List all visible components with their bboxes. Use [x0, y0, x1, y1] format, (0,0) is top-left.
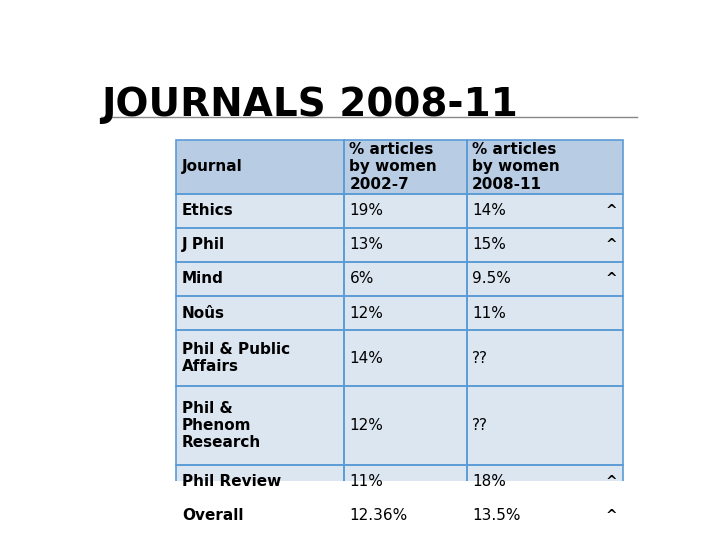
Text: 11%: 11% [349, 474, 383, 489]
Bar [344, 262, 467, 296]
Bar [467, 228, 623, 262]
Bar [176, 262, 344, 296]
Text: Overall: Overall [182, 508, 243, 523]
Bar [467, 296, 623, 330]
Bar [467, 499, 623, 533]
Text: Journal: Journal [182, 159, 243, 174]
Text: 14%: 14% [349, 350, 383, 366]
Bar [344, 499, 467, 533]
Text: 11%: 11% [472, 306, 506, 321]
Text: JOURNALS 2008-11: JOURNALS 2008-11 [101, 85, 518, 124]
Text: % articles
by women
2002-7: % articles by women 2002-7 [349, 142, 437, 192]
Bar [176, 386, 623, 465]
Text: 15%: 15% [472, 238, 506, 252]
Text: 6%: 6% [349, 272, 374, 286]
Bar [176, 296, 623, 330]
Text: Phil & Public
Affairs: Phil & Public Affairs [182, 342, 290, 374]
Text: 18%: 18% [472, 474, 506, 489]
Bar [344, 296, 467, 330]
Bar [176, 262, 623, 296]
Text: 19%: 19% [349, 203, 384, 218]
Text: 13%: 13% [349, 238, 384, 252]
Bar [176, 465, 344, 499]
Bar [176, 386, 344, 465]
Bar [176, 465, 623, 499]
Text: ^: ^ [606, 475, 618, 489]
Bar [344, 465, 467, 499]
Bar [344, 140, 467, 194]
Bar [344, 330, 467, 386]
Bar [467, 194, 623, 228]
Bar [467, 262, 623, 296]
Text: ??: ?? [472, 350, 488, 366]
Text: 12%: 12% [349, 418, 383, 433]
Text: ^: ^ [606, 272, 618, 286]
Text: Mind: Mind [182, 272, 224, 286]
Bar [176, 140, 623, 194]
Bar [176, 140, 344, 194]
Text: 14%: 14% [472, 203, 506, 218]
Text: Ethics: Ethics [182, 203, 234, 218]
Text: ??: ?? [472, 418, 488, 433]
Bar [467, 140, 623, 194]
Text: ^: ^ [606, 204, 618, 218]
Bar [176, 330, 344, 386]
Text: J Phil: J Phil [182, 238, 225, 252]
Text: Noûs: Noûs [182, 306, 225, 321]
Bar [467, 465, 623, 499]
Text: 9.5%: 9.5% [472, 272, 511, 286]
Bar [176, 228, 344, 262]
Text: ^: ^ [606, 509, 618, 523]
Text: 12%: 12% [349, 306, 383, 321]
Bar [176, 228, 623, 262]
Text: Phil &
Phenom
Research: Phil & Phenom Research [182, 401, 261, 450]
Text: % articles
by women
2008-11: % articles by women 2008-11 [472, 142, 560, 192]
Bar [176, 296, 344, 330]
Text: ^: ^ [606, 238, 618, 252]
Bar [467, 330, 623, 386]
Bar [176, 194, 344, 228]
Bar [176, 499, 623, 533]
Bar [467, 386, 623, 465]
Bar [176, 194, 623, 228]
Bar [176, 499, 344, 533]
Text: 13.5%: 13.5% [472, 508, 521, 523]
Bar [176, 330, 623, 386]
Bar [344, 194, 467, 228]
Bar [344, 386, 467, 465]
Bar [344, 228, 467, 262]
Text: Phil Review: Phil Review [182, 474, 282, 489]
Text: 12.36%: 12.36% [349, 508, 408, 523]
